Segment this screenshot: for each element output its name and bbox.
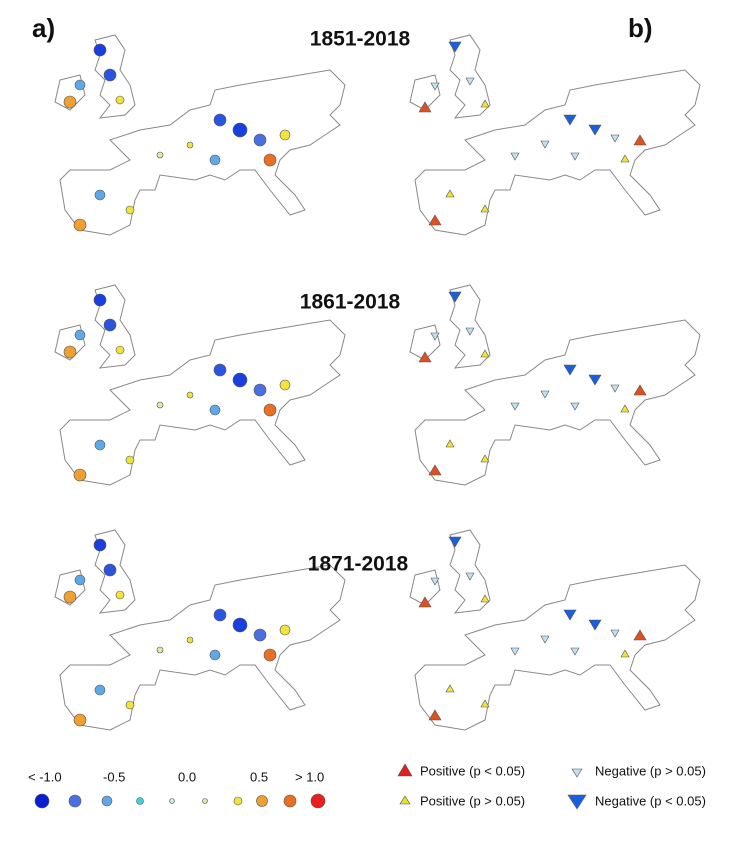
legend-label: -0.5 — [103, 769, 125, 784]
panel-label: a) — [32, 13, 55, 43]
map — [410, 285, 700, 485]
legend-label: Positive (p < 0.05) — [420, 763, 525, 778]
legend-label: < -1.0 — [28, 769, 62, 784]
map — [55, 530, 345, 730]
legend-label: > 1.0 — [295, 769, 324, 784]
trend-legend: Positive (p < 0.05) Positive (p > 0.05) … — [397, 763, 706, 810]
map — [410, 530, 700, 730]
legend-label: Negative (p < 0.05) — [595, 793, 706, 808]
legend-label: 0.0 — [178, 769, 196, 784]
period-title: 1871-2018 — [308, 553, 409, 576]
magnitude-legend: < -1.0 -0.5 0.0 0.5 > 1.0 — [28, 769, 326, 809]
period-title: 1861-2018 — [300, 291, 401, 314]
period-title: 1851-2018 — [310, 28, 411, 51]
legend-label: Negative (p > 0.05) — [595, 763, 706, 778]
map — [410, 35, 700, 235]
map — [55, 285, 345, 485]
legend-label: 0.5 — [250, 769, 268, 784]
legend-label: Positive (p > 0.05) — [420, 793, 525, 808]
panel-label: b) — [628, 13, 653, 43]
map — [55, 35, 345, 235]
